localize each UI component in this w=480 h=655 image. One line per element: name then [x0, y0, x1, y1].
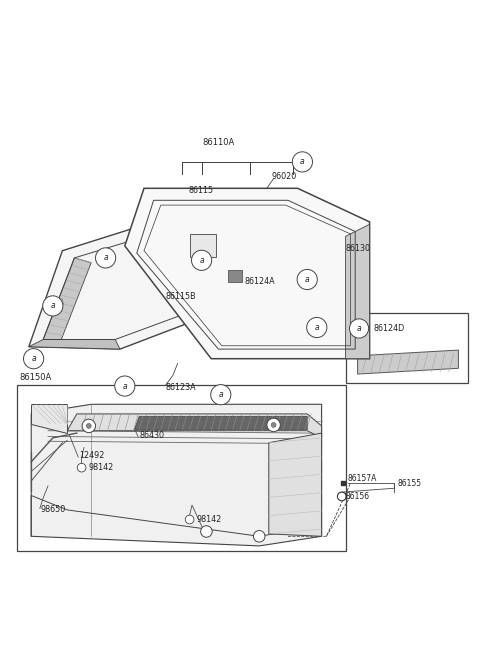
Polygon shape [190, 234, 216, 257]
Text: a: a [122, 382, 127, 390]
Polygon shape [29, 339, 120, 349]
Polygon shape [43, 258, 91, 343]
Circle shape [337, 492, 346, 501]
Circle shape [211, 384, 231, 405]
Text: 86430: 86430 [139, 431, 164, 440]
Circle shape [86, 424, 91, 428]
Text: 12492: 12492 [79, 451, 105, 460]
Circle shape [201, 526, 212, 537]
Circle shape [115, 376, 135, 396]
Text: 86157A: 86157A [348, 474, 377, 483]
Text: a: a [314, 323, 319, 332]
Text: 86156: 86156 [346, 492, 370, 501]
Text: 86115B: 86115B [166, 291, 196, 301]
Text: 96020: 96020 [271, 172, 297, 181]
Text: 86124D: 86124D [373, 324, 405, 333]
Text: 86110A: 86110A [202, 138, 235, 147]
Circle shape [192, 250, 212, 271]
Circle shape [82, 419, 96, 432]
Text: 86123A: 86123A [166, 383, 196, 392]
Polygon shape [346, 224, 370, 359]
Text: a: a [218, 390, 223, 399]
Polygon shape [134, 417, 307, 430]
Polygon shape [358, 350, 458, 374]
Text: a: a [50, 301, 55, 310]
Bar [346, 313, 468, 383]
Text: a: a [31, 354, 36, 364]
Circle shape [253, 531, 265, 542]
Text: 98142: 98142 [89, 463, 114, 472]
Text: 86115: 86115 [188, 186, 213, 195]
Circle shape [43, 296, 63, 316]
Polygon shape [67, 414, 322, 438]
Circle shape [267, 419, 280, 432]
Polygon shape [29, 222, 221, 349]
Text: a: a [103, 253, 108, 263]
Circle shape [271, 422, 276, 427]
Text: 86150A: 86150A [19, 373, 51, 383]
Text: a: a [357, 324, 361, 333]
Text: a: a [305, 275, 310, 284]
Circle shape [185, 515, 194, 524]
Polygon shape [269, 433, 322, 536]
Circle shape [96, 248, 116, 268]
Bar [17, 385, 346, 551]
Circle shape [307, 318, 327, 337]
Bar [228, 270, 242, 282]
Text: a: a [300, 157, 305, 166]
Text: 86124A: 86124A [245, 278, 276, 286]
Circle shape [292, 152, 312, 172]
Circle shape [297, 269, 317, 290]
Circle shape [24, 348, 44, 369]
Bar [54, 299, 63, 307]
Circle shape [77, 463, 86, 472]
Polygon shape [31, 404, 67, 433]
Text: 98142: 98142 [197, 515, 222, 524]
Polygon shape [125, 188, 370, 359]
Text: 86155: 86155 [397, 479, 421, 488]
Text: a: a [199, 256, 204, 265]
Text: 86130: 86130 [346, 244, 371, 253]
Circle shape [349, 319, 369, 338]
Polygon shape [31, 404, 322, 546]
Text: 98650: 98650 [41, 506, 66, 514]
